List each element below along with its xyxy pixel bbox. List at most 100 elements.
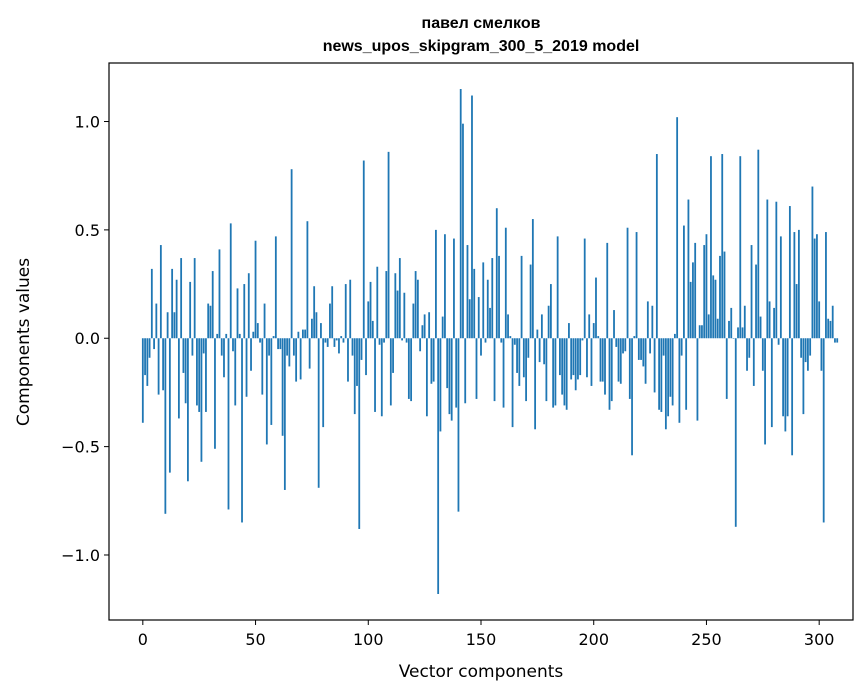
x-axis-label: Vector components (399, 662, 564, 682)
y-tick-label: 1.0 (75, 113, 100, 132)
y-tick-label: −0.5 (61, 438, 100, 457)
bar (329, 303, 331, 339)
bar (737, 327, 739, 339)
bar (216, 333, 219, 339)
bar (466, 245, 469, 339)
bar (613, 310, 615, 339)
bar (725, 338, 728, 399)
bar (446, 338, 449, 389)
chart-title-line2: news_upos_skipgram_300_5_2019 model (323, 38, 640, 55)
bar (196, 338, 198, 406)
bar (692, 262, 694, 339)
bar (277, 338, 279, 350)
bar (628, 338, 631, 399)
bar (168, 338, 171, 473)
bar (286, 338, 289, 356)
bar (509, 336, 512, 339)
bar (468, 299, 471, 339)
bar (651, 305, 654, 339)
bar (254, 240, 257, 339)
bar (547, 305, 550, 339)
bar (410, 338, 413, 402)
bar (572, 338, 575, 376)
bar (516, 338, 518, 373)
bar (601, 338, 604, 382)
bar (214, 338, 216, 449)
bar (324, 338, 327, 343)
bar (617, 338, 620, 382)
bar (234, 338, 237, 406)
bar (187, 338, 189, 482)
bar (615, 338, 618, 347)
bar (807, 338, 809, 371)
bar (283, 338, 286, 490)
bar (816, 234, 818, 339)
bar (716, 318, 719, 339)
bar (270, 338, 273, 425)
bar (407, 338, 410, 399)
bar (755, 264, 757, 339)
bar (696, 338, 699, 421)
bar (299, 338, 302, 380)
bar (205, 338, 207, 412)
bar (189, 281, 192, 339)
x-tick-label: 50 (245, 630, 265, 649)
bar (676, 117, 679, 339)
bar (421, 325, 424, 339)
bar (818, 301, 821, 339)
bar (683, 225, 685, 339)
bar (714, 279, 717, 339)
bar (825, 232, 827, 339)
bar (380, 338, 383, 417)
bar (486, 279, 489, 339)
bar (432, 338, 435, 382)
bar (791, 338, 794, 456)
bar (583, 238, 586, 339)
bar (766, 199, 769, 339)
bar (520, 255, 523, 339)
bar (507, 314, 509, 339)
bar (667, 338, 670, 417)
bar (556, 236, 559, 339)
bar (223, 338, 225, 378)
bar (637, 338, 640, 360)
bar (272, 336, 275, 339)
bar (773, 307, 775, 339)
bar (304, 329, 307, 339)
bar (290, 169, 293, 339)
bar (493, 338, 496, 402)
bar (378, 338, 381, 345)
bar (342, 338, 345, 343)
bar (680, 338, 683, 356)
bar (141, 338, 144, 423)
bar (159, 245, 162, 339)
bar (157, 338, 160, 395)
bar (268, 338, 270, 356)
bar (705, 234, 708, 339)
bar (202, 338, 205, 354)
bar (150, 268, 153, 339)
bar (797, 229, 800, 339)
bar (592, 323, 595, 339)
bar (419, 338, 422, 352)
bars-group (141, 89, 839, 594)
bar (367, 301, 370, 339)
bar (401, 338, 403, 341)
bar (480, 338, 482, 356)
bar (701, 325, 703, 339)
bar (673, 333, 676, 339)
bar (646, 301, 649, 339)
bar (369, 281, 372, 339)
bar (827, 318, 830, 339)
bar (597, 336, 600, 339)
bar (274, 236, 277, 339)
bar (475, 338, 478, 399)
bar (793, 232, 796, 339)
bar (759, 316, 762, 339)
bar (360, 338, 363, 360)
bar (477, 297, 480, 339)
bar (331, 286, 334, 339)
bar (425, 338, 428, 417)
bar (301, 329, 304, 339)
